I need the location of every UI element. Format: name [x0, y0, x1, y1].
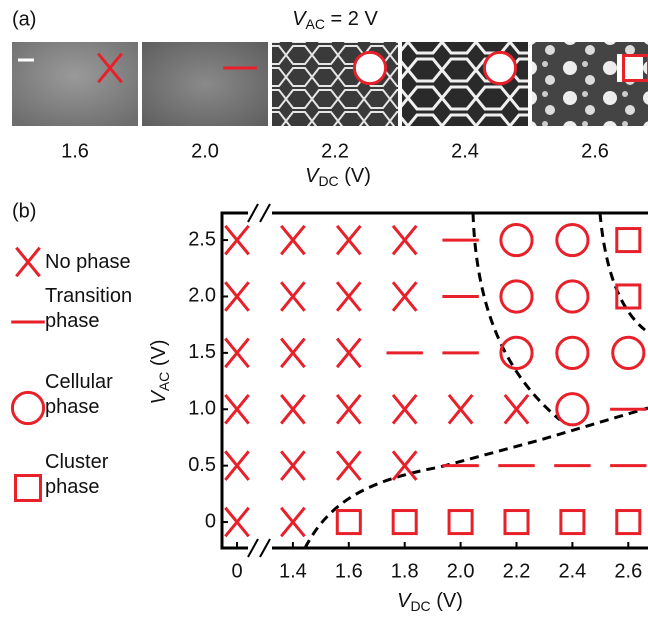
y-tick-label: 1.5	[188, 341, 216, 363]
x-tick-label: 1.8	[391, 560, 419, 582]
y-tick-label: 2.0	[188, 285, 216, 307]
phase-boundary	[303, 212, 648, 549]
x-axis-label: VDC (V)	[305, 165, 371, 188]
marker-x	[335, 394, 362, 425]
marker-x	[503, 394, 530, 425]
marker-square	[391, 509, 418, 536]
y-tick-label: 0	[205, 510, 216, 532]
text-part: V	[148, 390, 170, 405]
marker-circle	[611, 335, 646, 370]
marker-circle	[555, 335, 590, 370]
marker-x	[280, 450, 306, 481]
marker-x	[280, 337, 306, 369]
marker-circle	[555, 279, 590, 314]
axes-frame	[220, 211, 648, 550]
x-tick-label: 2.2	[503, 560, 531, 582]
marker-x	[15, 246, 41, 278]
text-part: AC	[156, 372, 172, 391]
marker-x	[335, 281, 362, 312]
marker-x	[224, 337, 250, 369]
image-label: 2.2	[321, 140, 349, 162]
marker-x	[391, 281, 418, 312]
marker-x	[224, 394, 250, 425]
marker-square	[503, 509, 530, 536]
marker-x	[224, 506, 250, 538]
marker-square	[615, 283, 642, 310]
panel-label: (a)	[12, 8, 36, 30]
marker-x	[224, 224, 250, 256]
marker-circle	[10, 390, 46, 426]
text-part: (V)	[431, 590, 463, 612]
marker-square	[447, 509, 474, 536]
text-part: V	[292, 8, 307, 30]
x-tick-label: 2.4	[558, 560, 586, 582]
marker-x	[391, 394, 418, 425]
y-axis-label: VAC (V)	[148, 339, 171, 404]
axis-break	[247, 203, 271, 558]
marker-x	[335, 224, 362, 256]
text-part: DC	[410, 598, 430, 614]
legend-label: Transition phase	[45, 285, 133, 332]
legend-label: Cellular phase	[45, 371, 113, 418]
marker-circle	[482, 50, 518, 86]
marker-circle	[499, 222, 534, 258]
marker-square	[615, 509, 642, 536]
marker-x	[335, 337, 362, 369]
marker-circle	[555, 222, 590, 258]
y-tick-label: 0.5	[188, 454, 216, 476]
marker-bg	[485, 53, 515, 83]
marker-x	[391, 450, 418, 481]
text-part: V	[397, 590, 412, 612]
marker-circle	[499, 279, 534, 314]
micrograph	[12, 42, 138, 126]
marker-x	[335, 450, 362, 481]
marker-x	[224, 450, 250, 481]
marker-circle	[555, 392, 590, 427]
marker-bg	[355, 53, 385, 83]
text-part: (V)	[339, 165, 371, 187]
x-axis-label: VDC (V)	[397, 590, 463, 613]
marker-x	[391, 224, 418, 256]
text-part: DC	[318, 173, 338, 189]
micrograph	[142, 42, 268, 126]
marker-square	[14, 474, 42, 502]
image-label: 1.6	[61, 140, 89, 162]
marker-x	[280, 506, 306, 538]
marker-x	[97, 52, 123, 84]
marker-x	[280, 224, 306, 256]
image-label: 2.6	[581, 140, 609, 162]
marker-bg	[617, 54, 643, 82]
text-part: (V)	[148, 339, 170, 371]
panel-label: (b)	[12, 200, 36, 222]
legend-label: Cluster phase	[45, 451, 109, 498]
marker-x	[224, 281, 250, 312]
y-tick-label: 1.0	[188, 398, 216, 420]
marker-x	[447, 394, 474, 425]
marker-x	[280, 281, 306, 312]
text-part: V	[305, 165, 320, 187]
text-part: AC	[306, 16, 325, 32]
x-tick-label: 1.6	[335, 560, 363, 582]
marker-square	[335, 509, 362, 536]
marker-circle	[352, 50, 388, 86]
x-tick-label: 2.6	[614, 560, 642, 582]
text-part: = 2 V	[325, 8, 378, 30]
marker-square	[559, 509, 586, 536]
marker-square	[615, 227, 642, 254]
marker-circle	[499, 335, 534, 370]
x-tick-label: 1.4	[279, 560, 307, 582]
x-tick-label: 2.0	[447, 560, 475, 582]
marker-square	[622, 54, 648, 82]
legend-label: No phase	[45, 251, 131, 273]
y-tick-label: 2.5	[188, 228, 216, 250]
image-label: 2.4	[451, 140, 479, 162]
image-label: 2.0	[191, 140, 219, 162]
panel-title: VAC = 2 V	[292, 8, 378, 31]
marker-x	[280, 394, 306, 425]
x-tick-label: 0	[231, 560, 242, 582]
